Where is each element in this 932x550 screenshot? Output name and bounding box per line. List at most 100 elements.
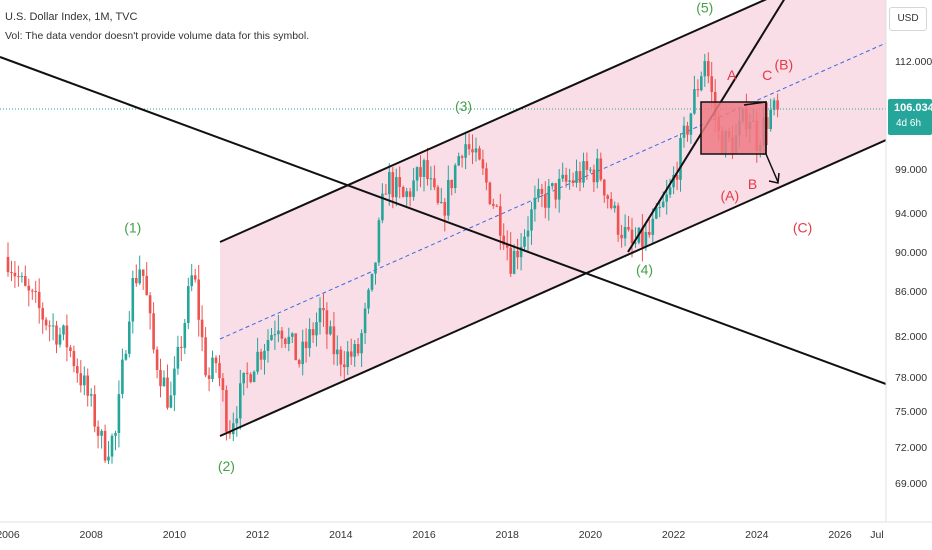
candle	[471, 134, 474, 165]
candle	[526, 216, 530, 251]
price-tick-label: 94.000	[895, 208, 927, 220]
time-tick-label: 2006	[0, 529, 20, 541]
candle	[516, 238, 519, 270]
candle	[564, 167, 568, 188]
candle	[131, 270, 135, 334]
candle	[280, 327, 284, 348]
candle	[381, 183, 384, 224]
candle	[433, 165, 436, 191]
candle	[353, 340, 356, 367]
candle	[277, 314, 280, 343]
candle	[492, 198, 495, 209]
candle	[571, 172, 575, 187]
candle	[710, 62, 713, 107]
candle	[200, 305, 204, 352]
candle	[339, 346, 343, 377]
candle	[336, 335, 339, 366]
candle	[65, 314, 69, 362]
time-tick-label: 2008	[80, 529, 104, 541]
bar-countdown: 4d 6h	[896, 118, 922, 129]
wave-label: (5)	[696, 0, 713, 16]
wave-label: (4)	[636, 262, 653, 278]
candle	[69, 344, 72, 357]
candle	[332, 312, 336, 365]
candle	[128, 311, 131, 358]
price-axis[interactable]: 112.000106.00099.00094.00090.00086.00082…	[895, 56, 932, 490]
candle	[221, 373, 225, 402]
time-tick-label: 2012	[246, 529, 270, 541]
wave-label: (C)	[793, 220, 812, 236]
price-tick-label: 90.000	[895, 247, 927, 259]
candle	[83, 366, 86, 396]
time-tick-label: 2020	[579, 529, 603, 541]
candle	[603, 178, 606, 203]
candle	[554, 182, 557, 209]
time-tick-label: 2018	[496, 529, 520, 541]
candle	[367, 288, 370, 314]
candle	[377, 217, 381, 266]
candle	[457, 152, 460, 167]
wave-label: (3)	[455, 98, 472, 114]
candle	[103, 424, 107, 463]
time-axis[interactable]: 2006 2008 2010 2012 2014 2016 2018 2020 2022 2024…	[0, 529, 884, 541]
candle	[166, 364, 169, 410]
candle	[187, 277, 190, 330]
candle	[578, 161, 582, 192]
price-tick-label: 78.000	[895, 372, 927, 384]
candle	[291, 332, 294, 343]
candle	[488, 181, 492, 206]
candle	[176, 335, 180, 375]
time-tick-label: 2026	[828, 529, 852, 541]
candle	[180, 336, 183, 362]
projection-arrowhead	[768, 172, 780, 184]
candle	[155, 346, 159, 379]
candle	[44, 317, 48, 331]
candle	[474, 137, 478, 162]
candle	[485, 162, 488, 191]
candle	[329, 320, 332, 336]
candle	[609, 192, 613, 210]
candle	[17, 265, 20, 287]
candle	[460, 154, 464, 168]
candle	[551, 182, 554, 190]
candle	[273, 320, 277, 350]
candle	[162, 370, 166, 387]
candle	[6, 242, 10, 277]
price-tick-label: 99.000	[895, 164, 927, 176]
candle	[141, 269, 145, 290]
candle	[304, 328, 308, 363]
candle	[207, 367, 211, 392]
wave-label: (1)	[124, 220, 141, 236]
candle	[183, 319, 187, 355]
currency-button[interactable]: USD	[889, 7, 927, 31]
candle	[135, 264, 138, 287]
candle	[360, 329, 363, 367]
candle	[616, 202, 620, 242]
candle	[422, 158, 426, 192]
candle	[62, 324, 65, 341]
candle	[707, 52, 710, 84]
candle	[401, 185, 405, 198]
candle	[79, 360, 83, 393]
candle	[76, 358, 79, 383]
candle	[443, 198, 447, 232]
candle	[530, 201, 533, 245]
long-term-trendline	[0, 56, 886, 385]
candle	[592, 164, 596, 193]
candle	[557, 169, 561, 213]
candle	[450, 179, 453, 196]
candle	[412, 168, 415, 201]
candle	[606, 194, 609, 209]
candle	[322, 293, 325, 327]
consolidation-box	[700, 101, 767, 155]
candle	[51, 313, 55, 341]
candle	[478, 145, 481, 161]
candle	[297, 358, 301, 368]
candle	[429, 166, 433, 191]
candle	[287, 327, 291, 352]
candle	[37, 278, 41, 324]
symbol-title[interactable]: U.S. Dollar Index, 1M, TVC	[5, 11, 138, 23]
candle	[686, 121, 689, 142]
candle	[86, 368, 89, 407]
